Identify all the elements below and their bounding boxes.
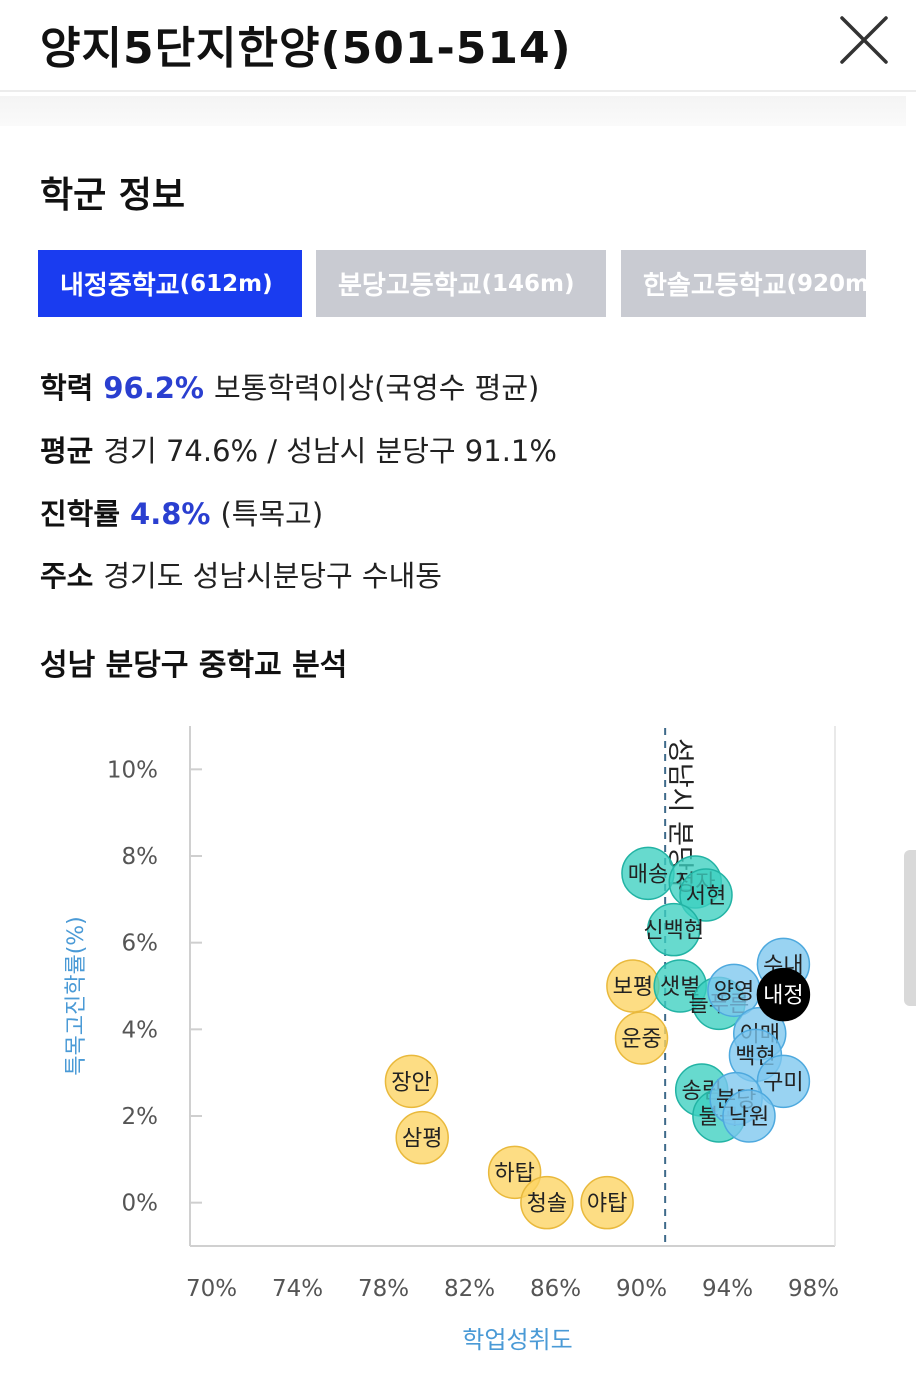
school-point-label: 청솔 — [527, 1192, 567, 1217]
school-point-label: 하탑 — [494, 1161, 534, 1186]
tab-school-1-distance: (146m) — [481, 270, 575, 297]
school-point — [647, 902, 701, 957]
y-tick-label: 8% — [122, 844, 159, 870]
school-point — [756, 967, 811, 1022]
y-tick-label: 10% — [107, 757, 158, 783]
school-point — [580, 1175, 634, 1230]
section-divider — [0, 96, 906, 126]
school-point — [384, 1054, 439, 1109]
tab-school-2[interactable]: 한솔고등학교(920m) — [621, 250, 866, 317]
school-point-label: 매송 — [628, 862, 668, 887]
info-academic-key: 학력 — [40, 371, 94, 405]
tab-school-2-name: 한솔고등학교 — [643, 271, 787, 301]
info-average-key: 평균 — [40, 434, 94, 468]
x-tick-label: 78% — [358, 1276, 409, 1302]
school-point — [395, 1110, 449, 1165]
header: 양지5단지한양(501-514) — [0, 0, 916, 92]
school-point-label: 서현 — [686, 884, 726, 909]
info-average-desc: 경기 74.6% / 성남시 분당구 91.1% — [103, 434, 557, 468]
tab-school-0[interactable]: 내정중학교 (612m) — [38, 250, 302, 317]
tab-school-0-name: 내정중학교 — [60, 271, 180, 301]
school-point — [756, 1054, 811, 1109]
school-point-label: 구미 — [763, 1070, 803, 1095]
school-point-label: 운중 — [621, 1027, 661, 1052]
y-tick-label: 4% — [122, 1017, 159, 1043]
school-point — [614, 1011, 669, 1065]
info-admission-value: 4.8% — [130, 497, 211, 531]
school-point-label: 야탑 — [587, 1192, 627, 1217]
school-point-label: 신백현 — [643, 919, 704, 944]
y-tick-label: 0% — [122, 1191, 159, 1217]
x-tick-label: 90% — [616, 1276, 667, 1302]
info-address-desc: 경기도 성남시분당구 수내동 — [103, 559, 442, 593]
x-tick-label: 82% — [444, 1276, 495, 1302]
section-title: 학군 정보 — [40, 175, 186, 216]
school-point — [520, 1175, 574, 1230]
school-point — [722, 1089, 776, 1143]
page-title: 양지5단지한양(501-514) — [40, 23, 572, 74]
info-average: 평균 경기 74.6% / 성남시 분당구 91.1% — [40, 428, 557, 470]
info-admission: 진학률 4.8% (특목고) — [40, 491, 323, 533]
x-axis-title: 학업성취도 — [462, 1326, 572, 1354]
tab-school-1-name: 분당고등학교 — [338, 271, 482, 301]
x-tick-label: 70% — [186, 1276, 237, 1302]
school-point-label: 양영 — [714, 979, 754, 1004]
school-point — [679, 868, 733, 922]
school-point-label: 보평 — [613, 975, 653, 1000]
info-address-key: 주소 — [40, 559, 94, 593]
info-academic: 학력 96.2% 보통학력이상(국영수 평균) — [40, 365, 539, 407]
x-tick-label: 98% — [788, 1276, 839, 1302]
school-point-label: 장안 — [391, 1070, 431, 1095]
x-tick-label: 86% — [530, 1276, 581, 1302]
x-tick-label: 94% — [702, 1276, 753, 1302]
y-tick-label: 2% — [122, 1104, 159, 1130]
school-point-label: 삼평 — [402, 1127, 442, 1152]
info-academic-value: 96.2% — [103, 371, 204, 405]
info-academic-desc: 보통학력이상(국영수 평균) — [213, 371, 540, 405]
info-admission-desc: (특목고) — [220, 497, 324, 531]
close-icon[interactable] — [838, 14, 890, 66]
y-axis-title: 특목고진학률(%) — [64, 916, 89, 1076]
info-address: 주소 경기도 성남시분당구 수내동 — [40, 553, 442, 595]
tab-school-1[interactable]: 분당고등학교 (146m) — [316, 250, 606, 317]
school-point-label: 내정 — [763, 984, 803, 1009]
chart-title: 성남 분당구 중학교 분석 — [40, 648, 348, 683]
school-tabs: 내정중학교(612m) 분당고등학교(146m) 한솔고등학교(920m) — [38, 250, 866, 317]
tab-school-2-distance: (920m) — [786, 270, 866, 297]
info-admission-key: 진학률 — [40, 497, 121, 531]
school-point-label: 낙원 — [729, 1105, 769, 1130]
scrollbar-handle[interactable] — [904, 850, 916, 1006]
tab-school-0-distance: (612m) — [179, 270, 273, 297]
y-tick-label: 6% — [122, 931, 159, 957]
x-tick-label: 74% — [272, 1276, 323, 1302]
